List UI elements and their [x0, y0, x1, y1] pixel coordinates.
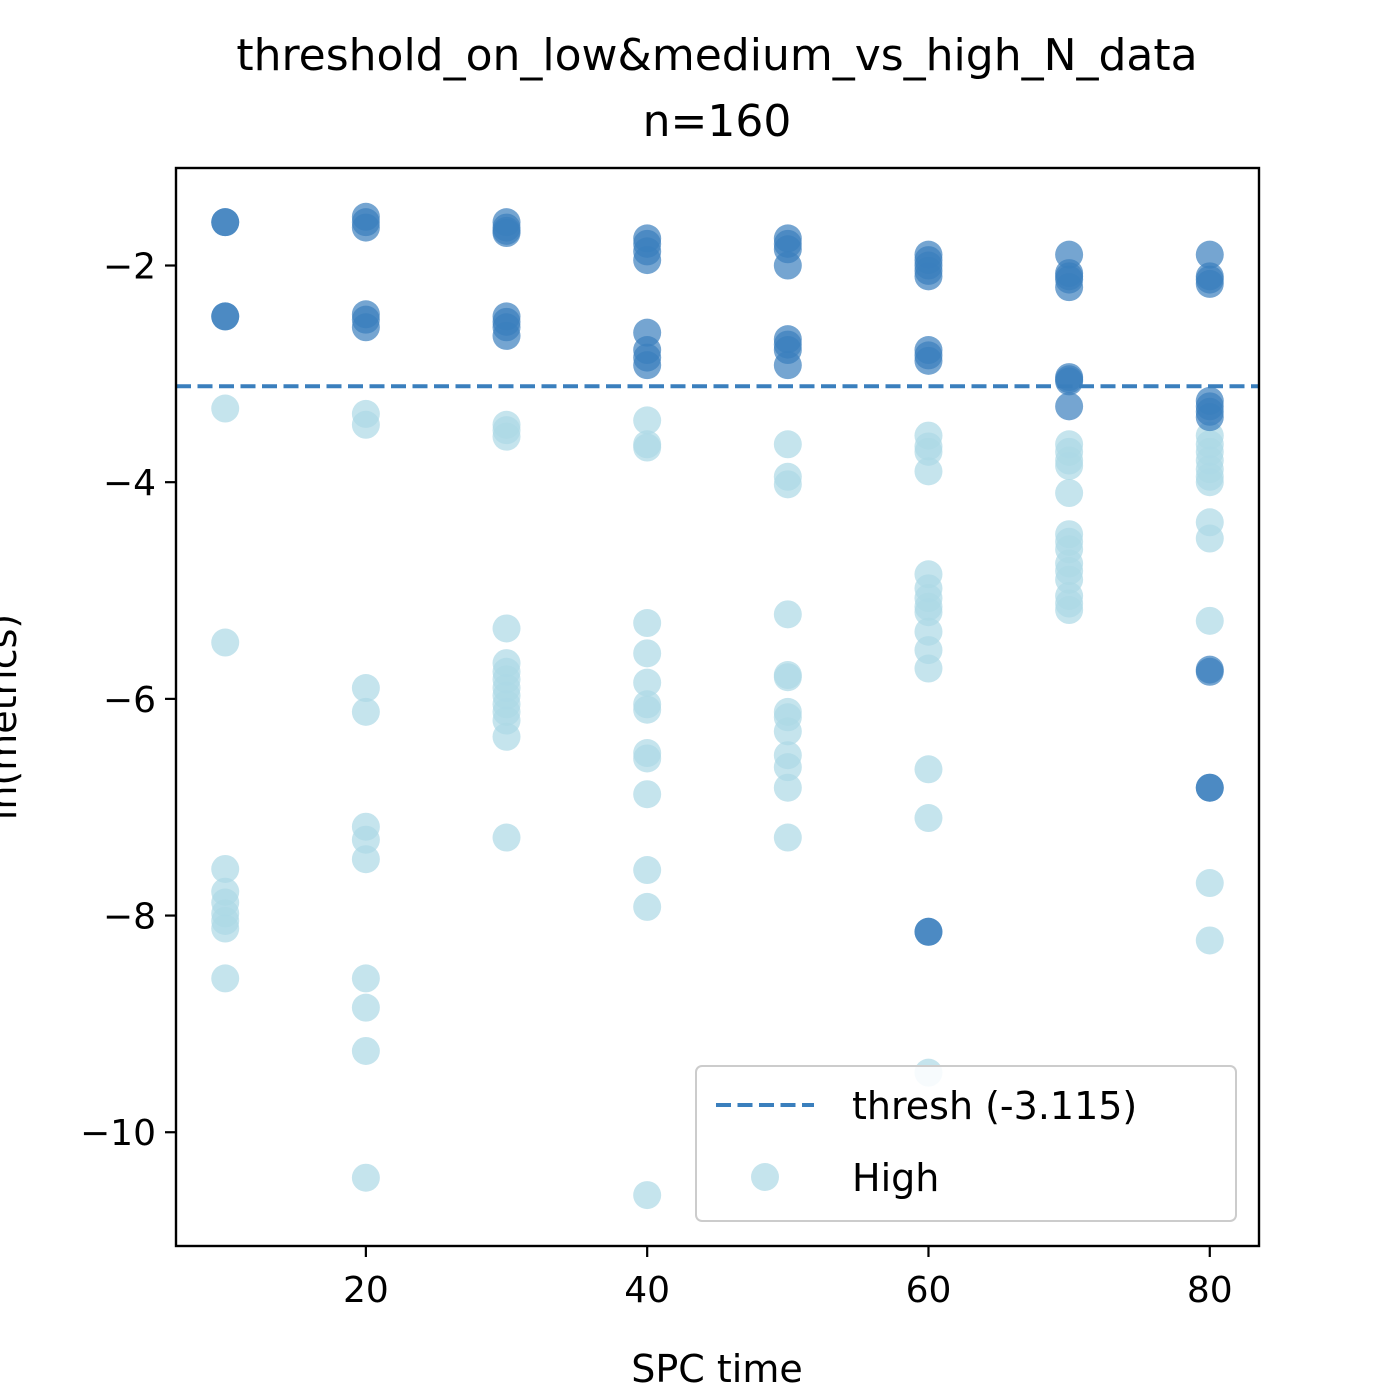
point-high	[1055, 451, 1084, 480]
legend-threshold-label: thresh (-3.115)	[852, 1084, 1137, 1128]
point-high	[351, 697, 380, 726]
x-tick-label: 60	[906, 1270, 952, 1311]
point-above-threshold	[1195, 240, 1224, 269]
point-above-threshold	[633, 246, 662, 275]
point-high	[351, 845, 380, 874]
x-tick-label: 40	[624, 1270, 670, 1311]
point-high	[351, 825, 380, 854]
x-axis-label: SPC time	[631, 1347, 803, 1391]
point-high	[633, 780, 662, 809]
point-high	[351, 1163, 380, 1192]
point-above-threshold	[633, 351, 662, 380]
point-high	[492, 823, 521, 852]
point-high	[633, 668, 662, 697]
legend: thresh (-3.115) High	[695, 1065, 1237, 1222]
point-high	[773, 600, 802, 629]
point-high	[914, 437, 943, 466]
point-high	[492, 614, 521, 643]
legend-box	[695, 1065, 1237, 1222]
point-high	[773, 773, 802, 802]
point-high	[1055, 596, 1084, 625]
point-high	[351, 1036, 380, 1065]
point-above-threshold	[914, 262, 943, 291]
point-high	[633, 695, 662, 724]
point-high	[633, 433, 662, 462]
point-high	[633, 744, 662, 773]
point-high	[773, 753, 802, 782]
point-high	[633, 892, 662, 921]
point-high	[773, 823, 802, 852]
plot-frame	[174, 166, 1261, 1248]
point-high	[1195, 468, 1224, 497]
point-high	[633, 406, 662, 435]
point-high	[773, 663, 802, 692]
point-high	[211, 964, 240, 993]
point-high	[914, 457, 943, 486]
point-high	[1055, 479, 1084, 508]
point-high	[914, 804, 943, 833]
point-high	[351, 674, 380, 703]
y-axis-label: ln(metrics)	[0, 614, 25, 820]
point-above-threshold	[1055, 392, 1084, 421]
point-high	[633, 639, 662, 668]
point-high	[633, 1181, 662, 1210]
point-high	[773, 430, 802, 459]
y-axis: −2 −4 −6 −8 −10	[80, 247, 176, 1154]
point-high	[492, 722, 521, 751]
point-high	[1195, 524, 1224, 553]
point-above-threshold	[1195, 403, 1224, 432]
point-high	[211, 628, 240, 657]
point-high	[914, 654, 943, 683]
x-tick-label: 80	[1187, 1270, 1233, 1311]
point-above-threshold	[914, 346, 943, 375]
legend-high-label: High	[852, 1156, 939, 1200]
point-high	[492, 422, 521, 451]
plot-area	[176, 202, 1259, 1210]
point-above-threshold	[773, 351, 802, 380]
point-high	[914, 598, 943, 627]
point-high	[773, 470, 802, 499]
point-above-threshold	[211, 302, 240, 331]
point-high	[211, 394, 240, 423]
y-tick-label: −10	[80, 1113, 156, 1154]
point-above-threshold	[351, 213, 380, 242]
point-high	[1195, 869, 1224, 898]
point-high	[633, 609, 662, 638]
point-high	[914, 755, 943, 784]
point-above-threshold	[773, 251, 802, 280]
point-above-threshold	[492, 321, 521, 350]
point-above-threshold	[351, 313, 380, 342]
point-high	[351, 410, 380, 439]
point-high	[211, 914, 240, 943]
point-high	[351, 993, 380, 1022]
chart-title: threshold_on_low&medium_vs_high_N_data	[236, 30, 1197, 81]
point-high	[633, 856, 662, 885]
point-high	[1195, 606, 1224, 635]
y-tick-label: −4	[103, 463, 156, 504]
y-tick-label: −8	[103, 897, 156, 938]
point-high	[773, 717, 802, 746]
x-axis: 20 40 60 80	[343, 1246, 1233, 1311]
point-above-threshold	[211, 208, 240, 237]
point-above-threshold	[1055, 367, 1084, 396]
point-above-threshold	[1195, 269, 1224, 298]
point-above-threshold	[492, 219, 521, 248]
point-high	[1195, 926, 1224, 955]
y-tick-label: −6	[103, 680, 156, 721]
series-above-threshold	[211, 202, 1224, 946]
point-above-threshold	[1055, 273, 1084, 302]
point-above-threshold	[1195, 657, 1224, 686]
chart-subtitle: n=160	[643, 96, 792, 147]
legend-high-swatch	[751, 1163, 779, 1191]
point-above-threshold	[1195, 773, 1224, 802]
series-below-threshold	[211, 394, 1224, 1210]
point-above-threshold	[914, 917, 943, 946]
point-high	[211, 854, 240, 883]
point-high	[351, 964, 380, 993]
y-tick-label: −2	[103, 247, 156, 288]
x-tick-label: 20	[343, 1270, 389, 1311]
